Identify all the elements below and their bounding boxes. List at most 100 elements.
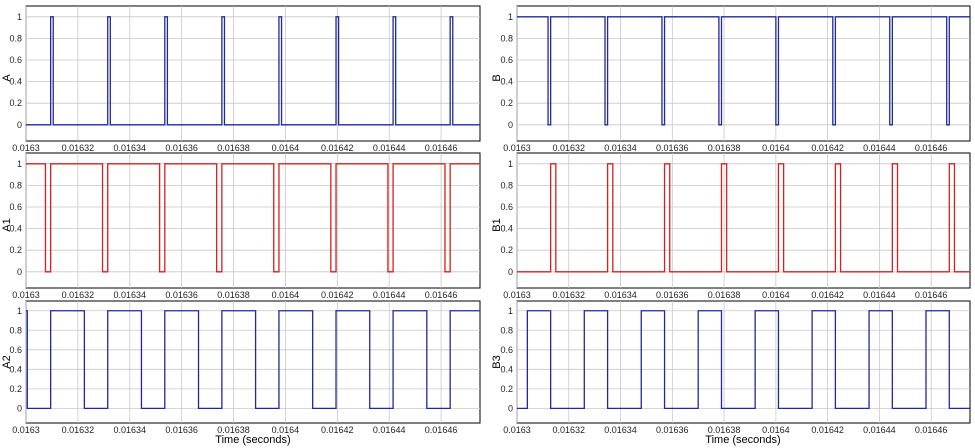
x-tick-label: 0.01644 [863,425,896,435]
x-axis-label-a2: Time (seconds) [215,434,290,446]
y-tick-label: 0.6 [500,55,513,65]
y-tick-label: 0.6 [9,55,22,65]
y-ticks-a1: 0 0.2 0.4 0.6 0.8 1 [9,159,22,277]
x-tick-label: 0.0164 [272,143,300,153]
panel-a2: A2 00.20.40.60.81 0.0163 0.01632 0.01634 0.… [1,300,481,446]
y-tick-label: 0.4 [9,224,22,234]
x-ticks-a: 0.0163 0.01632 0.01634 0.01636 0.01638 0.0164… [12,143,457,153]
x-tick-label: 0.01644 [373,425,406,435]
grid-a [25,6,480,141]
x-tick-label: 0.01642 [321,143,354,153]
x-tick-label: 0.01632 [552,143,585,153]
x-tick-label: 0.01644 [863,143,896,153]
y-tick-label: 0.6 [500,202,513,212]
y-tick-label: 0.4 [9,77,22,87]
x-axis-label-b3: Time (seconds) [705,434,780,446]
x-ticks-a1: 0.0163 0.01632 0.01634 0.01636 0.01638 0.0164… [12,290,457,300]
x-tick-label: 0.0164 [762,143,790,153]
x-tick-label: 0.0163 [12,143,40,153]
x-tick-label: 0.01642 [811,143,844,153]
x-tick-label: 0.01638 [217,143,250,153]
x-tick-label: 0.01642 [321,290,354,300]
y-tick-label: 0.6 [500,345,513,355]
y-tick-label: 0.2 [9,245,22,255]
x-tick-label: 0.01644 [373,290,406,300]
y-axis-label-a: A [1,74,13,82]
panel-a1: A1 00.20.40.60.81 0.0163 0.01632 0.01634 0.… [1,152,481,300]
y-axis-label-b: B [491,74,503,81]
x-tick-label: 0.01634 [604,425,637,435]
y-tick-label: 1 [508,306,513,316]
x-tick-label: 0.01646 [915,425,948,435]
x-tick-label: 0.01632 [552,290,585,300]
x-ticks-b1: 0.0163 0.01632 0.01634 0.01636 0.01638 0.0164… [503,290,947,300]
y-axis-label-a1: A1 [1,218,13,231]
x-tick-label: 0.01642 [811,425,844,435]
x-tick-label: 0.0163 [503,143,531,153]
plot-area-b [516,5,971,142]
x-tick-label: 0.01638 [217,290,250,300]
y-tick-label: 0.8 [9,33,22,43]
signal-line-b1 [517,163,970,273]
x-tick-label: 0.01644 [863,290,896,300]
x-tick-label: 0.0164 [762,290,790,300]
x-tick-label: 0.01632 [62,290,95,300]
plot-area-b1 [516,152,971,289]
x-tick-label: 0.01646 [915,143,948,153]
y-ticks-b: 0 0.2 0.4 0.6 0.8 1 [500,12,513,130]
panel-b3: B3 0 0.2 0.4 0.6 0.8 1 0.0163 0.01632 0.01634 0.… [491,300,971,446]
y-tick-label: 0 [508,267,513,277]
y-tick-label: 1 [508,12,513,22]
x-tick-label: 0.01638 [217,425,250,435]
y-tick-label: 0.4 [500,364,513,374]
plot-area-a2 [25,300,481,424]
x-tick-label: 0.01636 [656,425,689,435]
x-tick-label: 0.0163 [12,290,40,300]
x-tick-label: 0.01638 [708,290,741,300]
x-tick-label: 0.01636 [165,425,198,435]
x-tick-label: 0.01638 [708,425,741,435]
plot-area-b3 [516,300,971,424]
y-tick-label: 0 [17,267,22,277]
y-tick-label: 0.2 [500,384,513,394]
y-tick-label: 0 [17,120,22,130]
y-tick-label: 1 [17,12,22,22]
y-tick-label: 0.8 [500,325,513,335]
y-axis-label-b1: B1 [491,218,503,231]
signal-line-a1 [26,163,480,273]
signal-line-b3 [517,310,970,410]
y-tick-label: 0 [508,403,513,413]
panel-b: B 00.20.40.60.81 0.0163 0.01632 0.01634 0.0… [491,5,971,153]
y-axis-label-a2: A2 [1,355,13,368]
x-tick-label: 0.01634 [113,425,146,435]
y-tick-label: 0.4 [500,77,513,87]
y-axis-label-b3: B3 [491,355,503,368]
x-ticks-b: 0.0163 0.01632 0.01634 0.01636 0.01638 0.0164… [503,143,947,153]
y-ticks-a2: 0 0.2 0.4 0.6 0.8 1 [9,306,22,414]
y-tick-label: 0.8 [500,33,513,43]
x-tick-label: 0.01636 [165,143,198,153]
panel-a: A 00.20.40.60.81 0.0163 0.01632 0.01634 0.0… [1,5,481,153]
x-tick-label: 0.01632 [552,425,585,435]
y-tick-label: 0.8 [9,180,22,190]
x-tick-label: 0.01646 [425,143,458,153]
y-tick-label: 0.2 [9,98,22,108]
y-ticks-b1: 0 0.2 0.4 0.6 0.8 1 [500,159,513,277]
x-tick-label: 0.01636 [656,143,689,153]
x-tick-label: 0.01642 [321,425,354,435]
x-tick-label: 0.01646 [915,290,948,300]
y-ticks-b3: 0 0.2 0.4 0.6 0.8 1 [500,306,513,414]
y-tick-label: 0.4 [9,364,22,374]
y-ticks-a: 0 0.2 0.4 0.6 0.8 1 [9,12,22,130]
signal-line-a2 [26,310,480,410]
x-tick-label: 0.0163 [503,425,531,435]
y-tick-label: 0 [508,120,513,130]
y-tick-label: 0.2 [500,245,513,255]
plot-area-a1 [25,152,481,289]
y-tick-label: 0.6 [9,345,22,355]
x-tick-label: 0.01642 [811,290,844,300]
x-tick-label: 0.01638 [708,143,741,153]
x-tick-label: 0.01646 [425,425,458,435]
x-tick-label: 0.01636 [165,290,198,300]
x-tick-label: 0.0164 [272,290,300,300]
